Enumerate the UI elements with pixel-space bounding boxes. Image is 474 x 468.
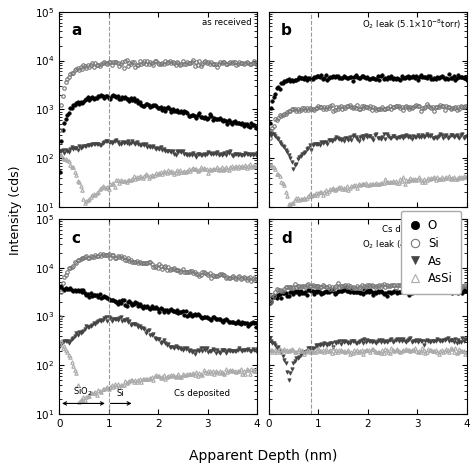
Text: c: c: [71, 231, 80, 246]
Text: Intensity (cds): Intensity (cds): [9, 166, 21, 256]
Text: Cs deposition with
O$_2$ leak (4.2×10$^{-8}$torr): Cs deposition with O$_2$ leak (4.2×10$^{…: [362, 225, 461, 251]
Text: as received: as received: [201, 18, 251, 27]
Text: a: a: [71, 23, 82, 38]
Text: b: b: [281, 23, 292, 38]
Legend: O, Si, As, AsSi: O, Si, As, AsSi: [401, 211, 461, 293]
Text: Apparent Depth (nm): Apparent Depth (nm): [189, 448, 337, 462]
Text: SiO$_2$: SiO$_2$: [73, 385, 93, 398]
Text: O$_2$ leak (5.1×10$^{-8}$torr): O$_2$ leak (5.1×10$^{-8}$torr): [362, 18, 461, 31]
Text: Si: Si: [117, 388, 124, 398]
Text: d: d: [281, 231, 292, 246]
Text: Cs deposited: Cs deposited: [174, 388, 230, 398]
